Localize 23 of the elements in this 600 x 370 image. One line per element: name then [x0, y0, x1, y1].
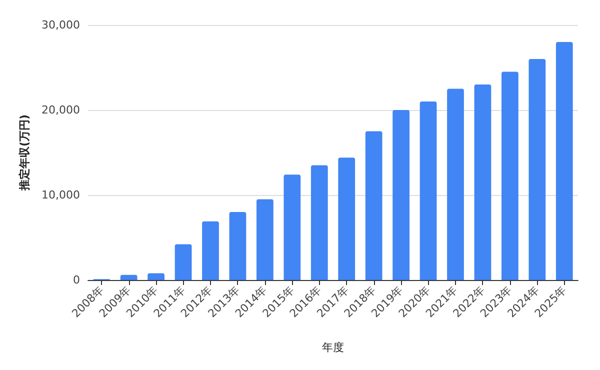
y-tick-label: 10,000 [42, 188, 80, 202]
bar [148, 273, 164, 280]
bar [174, 244, 192, 280]
bar [310, 165, 328, 280]
bar [474, 84, 492, 280]
bar [528, 59, 546, 280]
bar [338, 158, 356, 280]
y-tick-label: 0 [73, 274, 80, 286]
bar [556, 42, 573, 280]
bar [120, 274, 138, 280]
bar [256, 199, 274, 280]
bar [202, 221, 219, 280]
bar [392, 110, 410, 280]
bar [502, 72, 518, 280]
x-axis-title: 年度 [322, 341, 344, 354]
bar [365, 131, 382, 280]
bar [229, 212, 246, 280]
bar [420, 102, 437, 280]
y-tick-label: 30,000 [42, 18, 80, 32]
y-axis-title: 推定年収(万円) [18, 114, 31, 192]
y-tick-label: 20,000 [42, 104, 80, 116]
bar [447, 88, 464, 280]
bar [284, 174, 301, 280]
